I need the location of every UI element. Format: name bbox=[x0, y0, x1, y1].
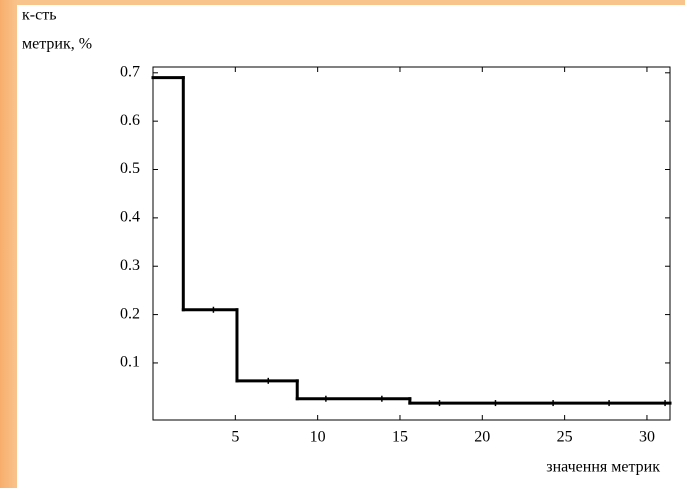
y-tick-label: 0.3 bbox=[120, 257, 140, 274]
x-tick-label: 30 bbox=[639, 429, 655, 446]
x-tick-label: 20 bbox=[474, 429, 490, 446]
y-axis-label: к-сть bbox=[22, 7, 57, 24]
x-tick-label: 15 bbox=[392, 429, 408, 446]
y-axis-label: метрик, % bbox=[22, 36, 92, 53]
x-tick-label: 5 bbox=[231, 429, 239, 446]
plot-frame bbox=[152, 66, 671, 421]
y-tick-label: 0.5 bbox=[120, 160, 140, 177]
x-tick-label: 10 bbox=[310, 429, 326, 446]
y-tick-label: 0.1 bbox=[120, 354, 140, 371]
x-tick-label: 25 bbox=[557, 429, 573, 446]
y-tick-label: 0.2 bbox=[120, 305, 140, 322]
y-tick-label: 0.6 bbox=[120, 112, 140, 129]
panel bbox=[17, 5, 685, 488]
x-axis-label: значення метрик bbox=[546, 459, 660, 476]
y-tick-label: 0.7 bbox=[120, 63, 140, 80]
y-tick-label: 0.4 bbox=[120, 209, 140, 226]
